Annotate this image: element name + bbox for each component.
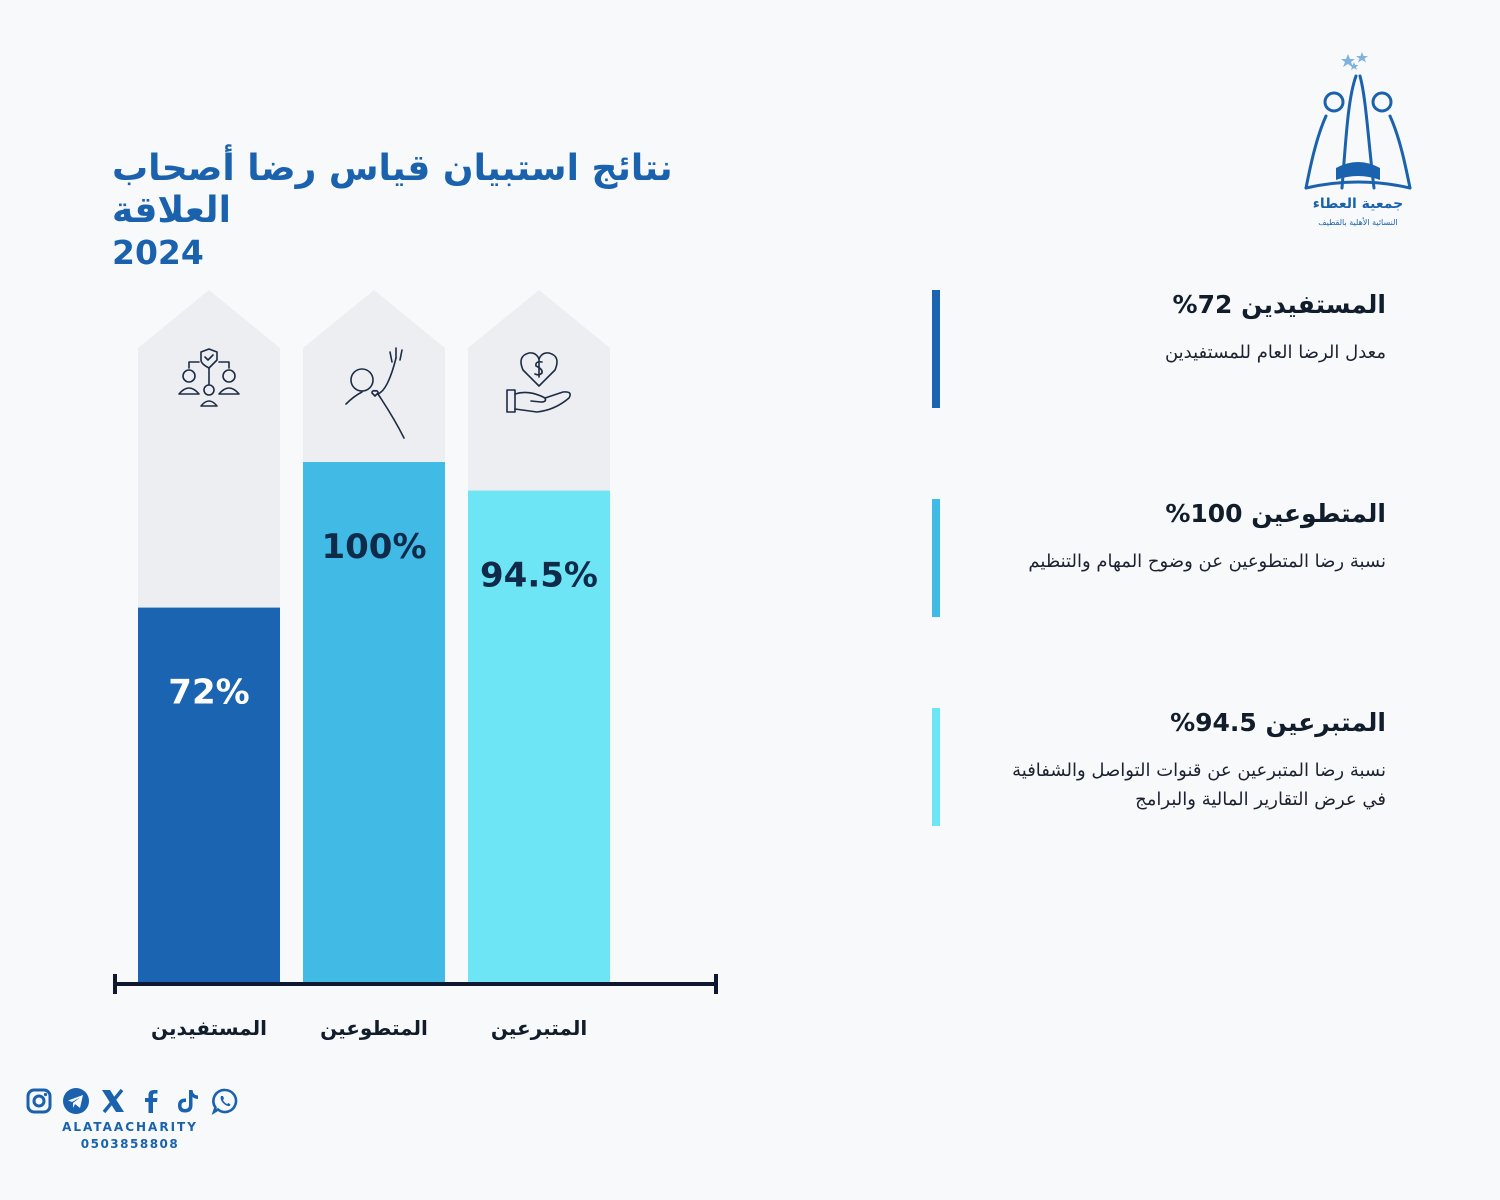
title-line-1: نتائج استبيان قياس رضا أصحاب العلاقة — [112, 148, 673, 231]
social-handle: ALATAACHARITY — [62, 1120, 198, 1134]
category-label: المستفيدين — [151, 1016, 267, 1040]
facebook-icon[interactable] — [136, 1086, 165, 1116]
social-footer: ALATAACHARITY 0503858808 — [24, 1086, 240, 1156]
category-label: المتطوعين — [320, 1016, 428, 1040]
data-label: 100% — [321, 527, 426, 567]
legend-heading: المتطوعين 100% — [1165, 499, 1386, 528]
legend-color-bar — [932, 290, 940, 408]
social-icons — [24, 1086, 240, 1116]
bar-1 — [138, 607, 280, 982]
legend-heading: المتبرعين 94.5% — [1170, 708, 1386, 737]
legend-description: نسبة رضا المتطوعين عن وضوح المهام والتنظ… — [1028, 551, 1386, 572]
instagram-icon[interactable] — [24, 1086, 53, 1116]
logo-figures-icon — [1304, 52, 1412, 190]
bar-chart: 72% المستفيدين 100% المتطوعين 94.5% المتبرعين — [113, 290, 718, 1040]
telegram-icon[interactable] — [61, 1086, 90, 1116]
x-icon[interactable] — [99, 1086, 128, 1116]
legend-color-bar — [932, 708, 940, 826]
heart-in-hand-icon — [506, 352, 571, 413]
whatsapp-icon[interactable] — [211, 1086, 240, 1116]
data-label: 94.5% — [480, 556, 598, 596]
legend-description: نسبة رضا المتبرعين عن قنوات التواصل والش… — [1012, 760, 1386, 810]
legend-heading: المستفيدين 72% — [1172, 290, 1386, 319]
bar-3 — [468, 490, 610, 982]
bar-2 — [303, 462, 445, 982]
category-label: المتبرعين — [491, 1016, 587, 1040]
phone-number: 0503858808 — [80, 1137, 180, 1151]
organization-name: جمعية العطاء — [1312, 196, 1404, 212]
organization-logo: جمعية العطاء النسائية الأهلية بالقطيف — [1296, 48, 1420, 238]
people-shield-icon — [178, 348, 240, 407]
page-title: نتائج استبيان قياس رضا أصحاب العلاقة 202… — [112, 148, 772, 274]
hand-waving-icon — [345, 347, 405, 439]
data-label: 72% — [168, 673, 249, 713]
legend-description: معدل الرضا العام للمستفيدين — [1164, 342, 1386, 363]
organization-subtitle: النسائية الأهلية بالقطيف — [1318, 218, 1398, 227]
title-year: 2024 — [112, 233, 204, 272]
tiktok-icon[interactable] — [173, 1086, 202, 1116]
legend-color-bar — [932, 499, 940, 617]
